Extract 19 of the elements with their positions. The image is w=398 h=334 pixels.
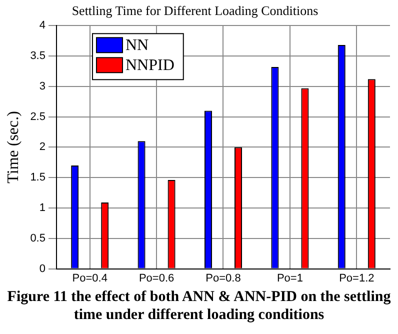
y-tick-label: 1.5 — [30, 172, 46, 184]
y-tick-label: 0.5 — [30, 232, 46, 244]
y-tick-label: 1 — [39, 202, 46, 214]
legend-label: NN — [125, 36, 150, 54]
x-tick-label: Po=0.4 — [72, 272, 108, 284]
x-tick-label: Po=0.8 — [206, 272, 241, 284]
chart-title: Settling Time for Different Loading Conditions — [72, 3, 318, 18]
y-tick-label: 2 — [39, 141, 46, 154]
x-tick-label: Po=1.2 — [339, 272, 374, 284]
x-tick-label: Po=0.6 — [138, 272, 174, 284]
y-tick-label: 0 — [39, 262, 46, 275]
x-tick-label: Po=1 — [276, 272, 303, 284]
y-tick-label: 3 — [39, 80, 46, 92]
y-tick-label: 3.5 — [30, 50, 46, 62]
y-tick-label: 2.5 — [30, 110, 46, 123]
legend-label: NNPID — [125, 56, 174, 74]
y-axis-title: Time (sec.) — [4, 111, 22, 184]
caption: Figure 11 the effect of both ANN & ANN-PID on the settling time under different loading conditions — [6, 288, 392, 324]
y-tick-label: 4 — [39, 20, 46, 32]
